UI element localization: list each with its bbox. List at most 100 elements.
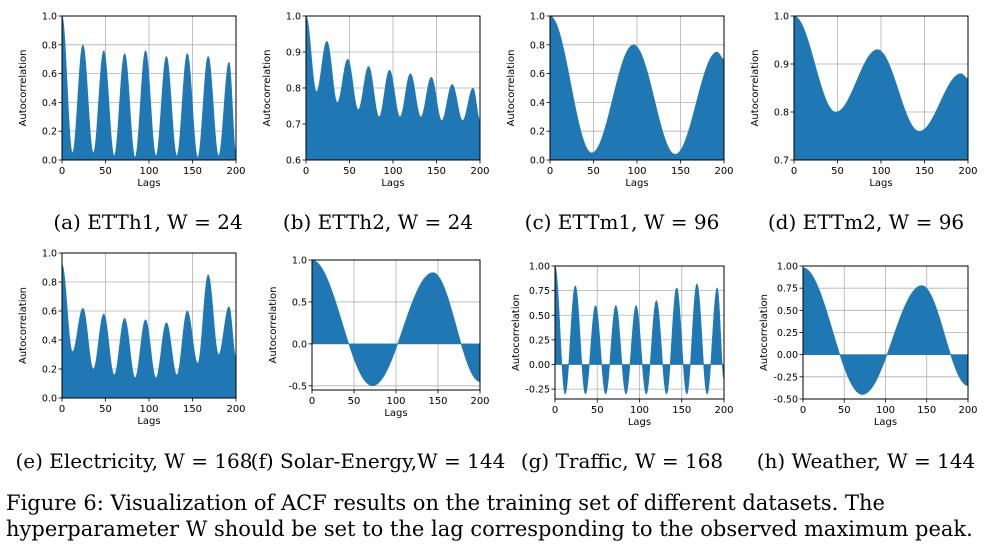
x-tick-label: 0	[59, 404, 65, 415]
x-tick-label: 100	[876, 405, 895, 416]
x-tick-label: 150	[183, 404, 202, 415]
acf-panel-weather: 0 50 100 150 200 -0.50 -0.25 0.00 0.25 0.50 0.75 1.…	[757, 262, 978, 474]
acf-area-ettm2	[793, 15, 969, 161]
y-tick-label: -0.50	[773, 395, 798, 406]
acf-panel-etth1: 0 50 100 150 200 0.0 0.2 0.4 0.6 0.8 1.0 Lags Autoco…	[18, 12, 246, 235]
y-tick-label: 0.7	[774, 156, 789, 167]
x-tick-label: 200	[958, 166, 977, 177]
y-tick-label: 0.7	[286, 120, 301, 131]
y-tick-label: 0.2	[530, 127, 545, 138]
x-axis-label: Lags	[628, 417, 651, 428]
acf-panel-traffic: 0 50 100 150 200 -0.25 0.00 0.25 0.50 0.75 1.00 Lag…	[511, 262, 734, 474]
y-tick-label: 1.0	[774, 12, 789, 23]
y-tick-label: 1.0	[42, 249, 57, 260]
x-tick-label: 0	[552, 405, 558, 416]
y-axis-label: Autocorrelation	[750, 50, 761, 127]
x-tick-label: 150	[915, 166, 934, 177]
x-tick-label: 100	[139, 404, 158, 415]
y-tick-label: 0.2	[42, 365, 57, 376]
x-axis-label: Lags	[137, 416, 160, 427]
subcaption-etth2: (b) ETTh2, W = 24	[283, 210, 473, 234]
subcaption-electricity: (e) Electricity, W = 168	[15, 449, 252, 473]
x-tick-label: 50	[591, 405, 604, 416]
y-tick-label: -0.5	[288, 381, 307, 392]
x-axis-label: Lags	[137, 178, 160, 189]
y-tick-label: 0.2	[42, 127, 57, 138]
y-tick-label: -0.25	[525, 385, 550, 396]
x-axis-label: Lags	[384, 408, 407, 419]
x-tick-label: 50	[831, 166, 844, 177]
y-tick-label: 0.4	[42, 336, 57, 347]
y-tick-label: -0.25	[773, 372, 798, 383]
x-axis-label: Lags	[874, 417, 897, 428]
acf-panel-ettm2: 0 50 100 150 200 0.7 0.8 0.9 1.0 Lags Autocorrelat…	[750, 12, 978, 235]
y-tick-label: 0.6	[42, 69, 57, 80]
y-tick-label: 0.9	[774, 60, 789, 71]
y-tick-label: 0.4	[42, 98, 57, 109]
y-axis-label: Autocorrelation	[262, 50, 273, 127]
figure-caption: Figure 6: Visualization of ACF results o…	[6, 491, 973, 541]
y-tick-label: 1.0	[530, 12, 545, 23]
x-tick-label: 50	[99, 404, 112, 415]
y-tick-label: 0.00	[777, 350, 798, 361]
x-tick-label: 100	[627, 166, 646, 177]
x-tick-label: 200	[226, 404, 245, 415]
x-tick-label: 150	[917, 405, 936, 416]
subcaption-weather: (h) Weather, W = 144	[757, 449, 976, 473]
y-tick-label: 0.4	[530, 98, 545, 109]
acf-area-etth1	[61, 15, 237, 161]
x-tick-label: 100	[139, 166, 158, 177]
y-tick-label: 0.25	[529, 335, 550, 346]
subcaption-ettm1: (c) ETTm1, W = 96	[525, 210, 720, 234]
x-tick-label: 100	[630, 405, 649, 416]
y-axis-label: Autocorrelation	[506, 50, 517, 127]
y-tick-label: 1.0	[42, 12, 57, 23]
x-tick-label: 50	[343, 166, 356, 177]
x-axis-label: Lags	[869, 178, 892, 189]
subcaption-traffic: (g) Traffic, W = 168	[521, 449, 723, 473]
x-tick-label: 100	[386, 396, 405, 407]
x-tick-label: 200	[470, 166, 489, 177]
x-tick-label: 150	[183, 166, 202, 177]
y-tick-label: 0.8	[42, 40, 57, 51]
x-tick-label: 0	[59, 166, 65, 177]
acf-area-electricity	[61, 264, 237, 399]
acf-panel-ettm1: 0 50 100 150 200 0.0 0.2 0.4 0.6 0.8 1.0 Lags Autoco…	[506, 12, 734, 235]
y-tick-label: 0.8	[42, 278, 57, 289]
y-tick-label: 0.6	[530, 69, 545, 80]
x-tick-label: 200	[958, 405, 977, 416]
x-tick-label: 0	[547, 166, 553, 177]
x-tick-label: 150	[672, 405, 691, 416]
x-tick-label: 0	[303, 166, 309, 177]
x-tick-label: 0	[791, 166, 797, 177]
x-tick-label: 0	[309, 396, 315, 407]
subcaption-etth1: (a) ETTh1, W = 24	[53, 210, 242, 234]
x-axis-label: Lags	[625, 178, 648, 189]
y-tick-label: 0.75	[777, 284, 798, 295]
y-tick-label: 0.8	[286, 84, 301, 95]
x-tick-label: 50	[348, 396, 361, 407]
acf-panel-etth2: 0 50 100 150 200 0.6 0.7 0.8 0.9 1.0 Lags Autocorre…	[262, 12, 490, 235]
y-tick-label: 0.25	[777, 328, 798, 339]
x-tick-label: 50	[99, 166, 112, 177]
acf-area-solar-energy	[311, 259, 481, 387]
y-axis-label: Autocorrelation	[18, 287, 29, 364]
y-tick-label: 1.00	[777, 262, 798, 273]
y-tick-label: 1.0	[286, 12, 301, 23]
x-tick-label: 150	[427, 166, 446, 177]
x-tick-label: 150	[671, 166, 690, 177]
acf-area-etth2	[305, 15, 481, 161]
y-tick-label: 0.8	[530, 40, 545, 51]
x-tick-label: 0	[800, 405, 806, 416]
x-tick-label: 50	[587, 166, 600, 177]
acf-area-traffic	[554, 265, 725, 395]
acf-panel-electricity: 0 50 100 150 200 0.0 0.2 0.4 0.6 0.8 1.0 Lags Autoco…	[15, 249, 252, 474]
y-axis-label: Autocorrelation	[511, 294, 522, 371]
y-tick-label: 0.75	[529, 286, 550, 297]
y-axis-label: Autocorrelation	[268, 287, 279, 364]
x-tick-label: 200	[714, 166, 733, 177]
x-axis-label: Lags	[381, 178, 404, 189]
x-tick-label: 150	[428, 396, 447, 407]
y-tick-label: 1.00	[529, 262, 550, 273]
